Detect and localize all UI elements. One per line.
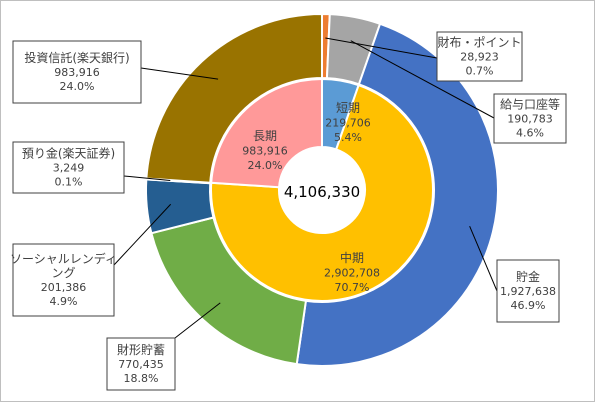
outer-leader-line-6 (140, 67, 219, 80)
outer-callout-box-5 (12, 141, 125, 194)
outer-label-2: 貯金 1,927,638 46.9% (500, 269, 556, 312)
outer-label-0: 財布・ポイント 28,923 0.7% (437, 35, 521, 78)
outer-label-6: 投資信託(楽天銀行) 983,916 24.0% (24, 50, 129, 93)
outer-label-4: ソーシャルレンディング 201,386 4.9% (10, 251, 117, 308)
outer-callout-box-1 (493, 93, 567, 144)
outer-leader-line-0 (325, 37, 438, 59)
outer-label-5: 預り金(楽天証券) 3,249 0.1% (22, 146, 115, 189)
outer-callout-box-2 (496, 259, 560, 323)
inner-ring (210, 77, 434, 302)
outer-callout-box-3 (106, 337, 176, 391)
outer-callout-box-6 (12, 40, 142, 104)
inner-labels: 短期 219,706 5.4% 中期 2,902,708 70.7% 長期 983,916 24… (242, 101, 380, 294)
outer-callout-box-4 (12, 243, 115, 317)
center-total-label: 4,106,330 (284, 183, 360, 201)
outer-leader-line-4 (113, 203, 172, 266)
outer-callouts: 財布・ポイント 28,923 0.7% 給与口座等 190,783 4.6% 貯金 1,927… (10, 31, 567, 391)
center-hole (279, 147, 365, 233)
inner-label-0: 短期 219,706 5.4% (325, 101, 371, 144)
outer-label-1: 給与口座等 190,783 4.6% (500, 97, 560, 140)
outer-leader-line-1 (350, 40, 495, 119)
outer-leader-line-5 (123, 175, 171, 181)
outer-label-3: 財形貯蓄 770,435 18.8% (117, 342, 165, 385)
outer-leader-line-3 (174, 302, 221, 339)
outer-callout-box-0 (436, 31, 523, 82)
inner-label-2: 長期 983,916 24.0% (242, 129, 288, 172)
outer-leader-line-2 (469, 225, 498, 292)
inner-label-1: 中期 2,902,708 70.7% (324, 250, 380, 294)
